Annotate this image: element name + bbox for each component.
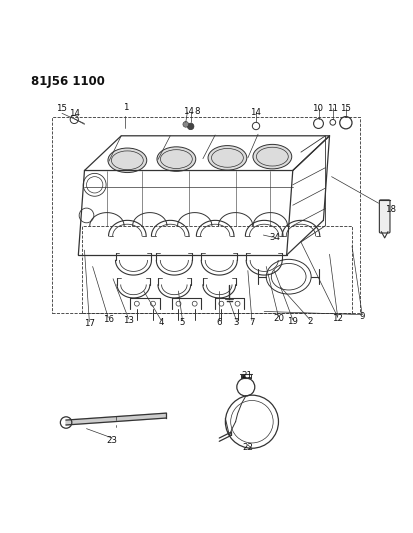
Circle shape <box>187 123 193 130</box>
Text: 18: 18 <box>385 205 395 214</box>
Text: 81J56 1100: 81J56 1100 <box>31 75 105 87</box>
Text: 11: 11 <box>327 103 337 112</box>
Text: 1: 1 <box>122 103 128 112</box>
Text: 8: 8 <box>194 107 199 116</box>
Text: 17: 17 <box>84 319 95 328</box>
Text: 14: 14 <box>69 109 80 118</box>
Text: 3: 3 <box>233 318 239 327</box>
Text: 12: 12 <box>331 314 342 324</box>
Ellipse shape <box>207 146 246 170</box>
Text: 10: 10 <box>311 103 322 112</box>
Text: 2: 2 <box>306 317 312 326</box>
Polygon shape <box>66 413 166 425</box>
FancyBboxPatch shape <box>378 200 389 233</box>
Text: 21: 21 <box>241 372 252 381</box>
Text: 16: 16 <box>102 315 114 324</box>
Text: 13: 13 <box>123 316 134 325</box>
Circle shape <box>241 375 245 379</box>
Text: 5: 5 <box>179 318 185 327</box>
Text: 15: 15 <box>339 103 351 112</box>
Text: 22: 22 <box>242 442 253 451</box>
Text: 7: 7 <box>249 318 254 327</box>
Text: 34: 34 <box>268 232 279 241</box>
Ellipse shape <box>157 147 195 171</box>
Text: 20: 20 <box>272 314 283 324</box>
Text: 14: 14 <box>183 107 194 116</box>
Text: 9: 9 <box>358 312 364 321</box>
Bar <box>52 117 359 313</box>
Text: 4: 4 <box>158 318 164 327</box>
Text: 14: 14 <box>250 108 261 117</box>
Ellipse shape <box>252 144 291 169</box>
Text: 6: 6 <box>216 318 221 327</box>
Ellipse shape <box>108 148 146 173</box>
Text: 23: 23 <box>107 435 117 445</box>
Bar <box>82 225 351 313</box>
Circle shape <box>183 122 188 127</box>
Text: 19: 19 <box>287 317 297 326</box>
Text: 15: 15 <box>56 103 67 112</box>
